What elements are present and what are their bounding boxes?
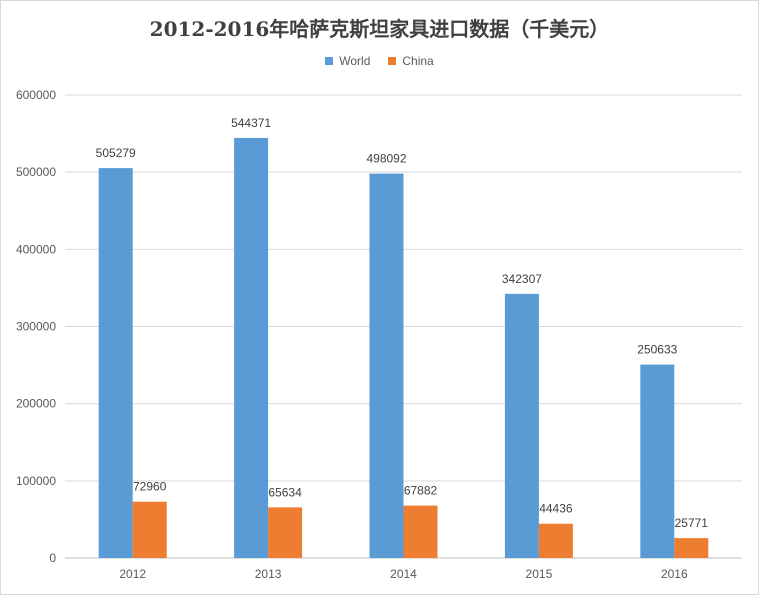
bar-world [504, 293, 539, 558]
legend-label-world: World [339, 54, 371, 68]
legend-label-china: China [402, 54, 434, 68]
y-tick-label: 500000 [16, 165, 56, 179]
legend-item-china: China [388, 54, 434, 68]
legend-item-world: World [325, 54, 370, 68]
bar-world [640, 364, 675, 558]
legend-swatch-china [388, 57, 397, 65]
legend-swatch-world [325, 57, 334, 65]
data-label-world: 498092 [366, 152, 406, 166]
x-tick-label: 2016 [661, 567, 688, 581]
bar-world [234, 137, 269, 558]
y-tick-label: 600000 [16, 88, 56, 102]
data-label-china: 72960 [133, 480, 167, 494]
bar-world [98, 168, 133, 559]
x-tick-label: 2014 [390, 567, 417, 581]
bar-world [369, 173, 404, 558]
legend: World China [1, 54, 758, 68]
data-label-world: 250633 [637, 343, 677, 357]
y-tick-label: 400000 [16, 242, 56, 256]
x-tick-label: 2012 [119, 567, 146, 581]
bar-china [132, 501, 167, 558]
data-label-china: 44436 [539, 502, 573, 516]
data-label-china: 25771 [675, 516, 709, 530]
data-label-world: 505279 [96, 146, 136, 160]
x-tick-label: 2015 [526, 567, 553, 581]
data-label-world: 342307 [502, 272, 542, 286]
chart-title: 2012-2016年哈萨克斯坦家具进口数据（千美元） [149, 17, 610, 41]
data-label-world: 544371 [231, 116, 271, 130]
bar-china [674, 538, 709, 558]
bar-china [268, 507, 303, 558]
y-tick-label: 100000 [16, 474, 56, 488]
bar-china [403, 505, 438, 558]
y-tick-label: 200000 [16, 397, 56, 411]
bar-china [538, 523, 573, 558]
data-label-china: 67882 [404, 484, 438, 498]
x-tick-label: 2013 [255, 567, 282, 581]
data-label-china: 65634 [268, 485, 302, 499]
y-tick-label: 0 [49, 551, 56, 565]
y-tick-label: 300000 [16, 320, 56, 334]
